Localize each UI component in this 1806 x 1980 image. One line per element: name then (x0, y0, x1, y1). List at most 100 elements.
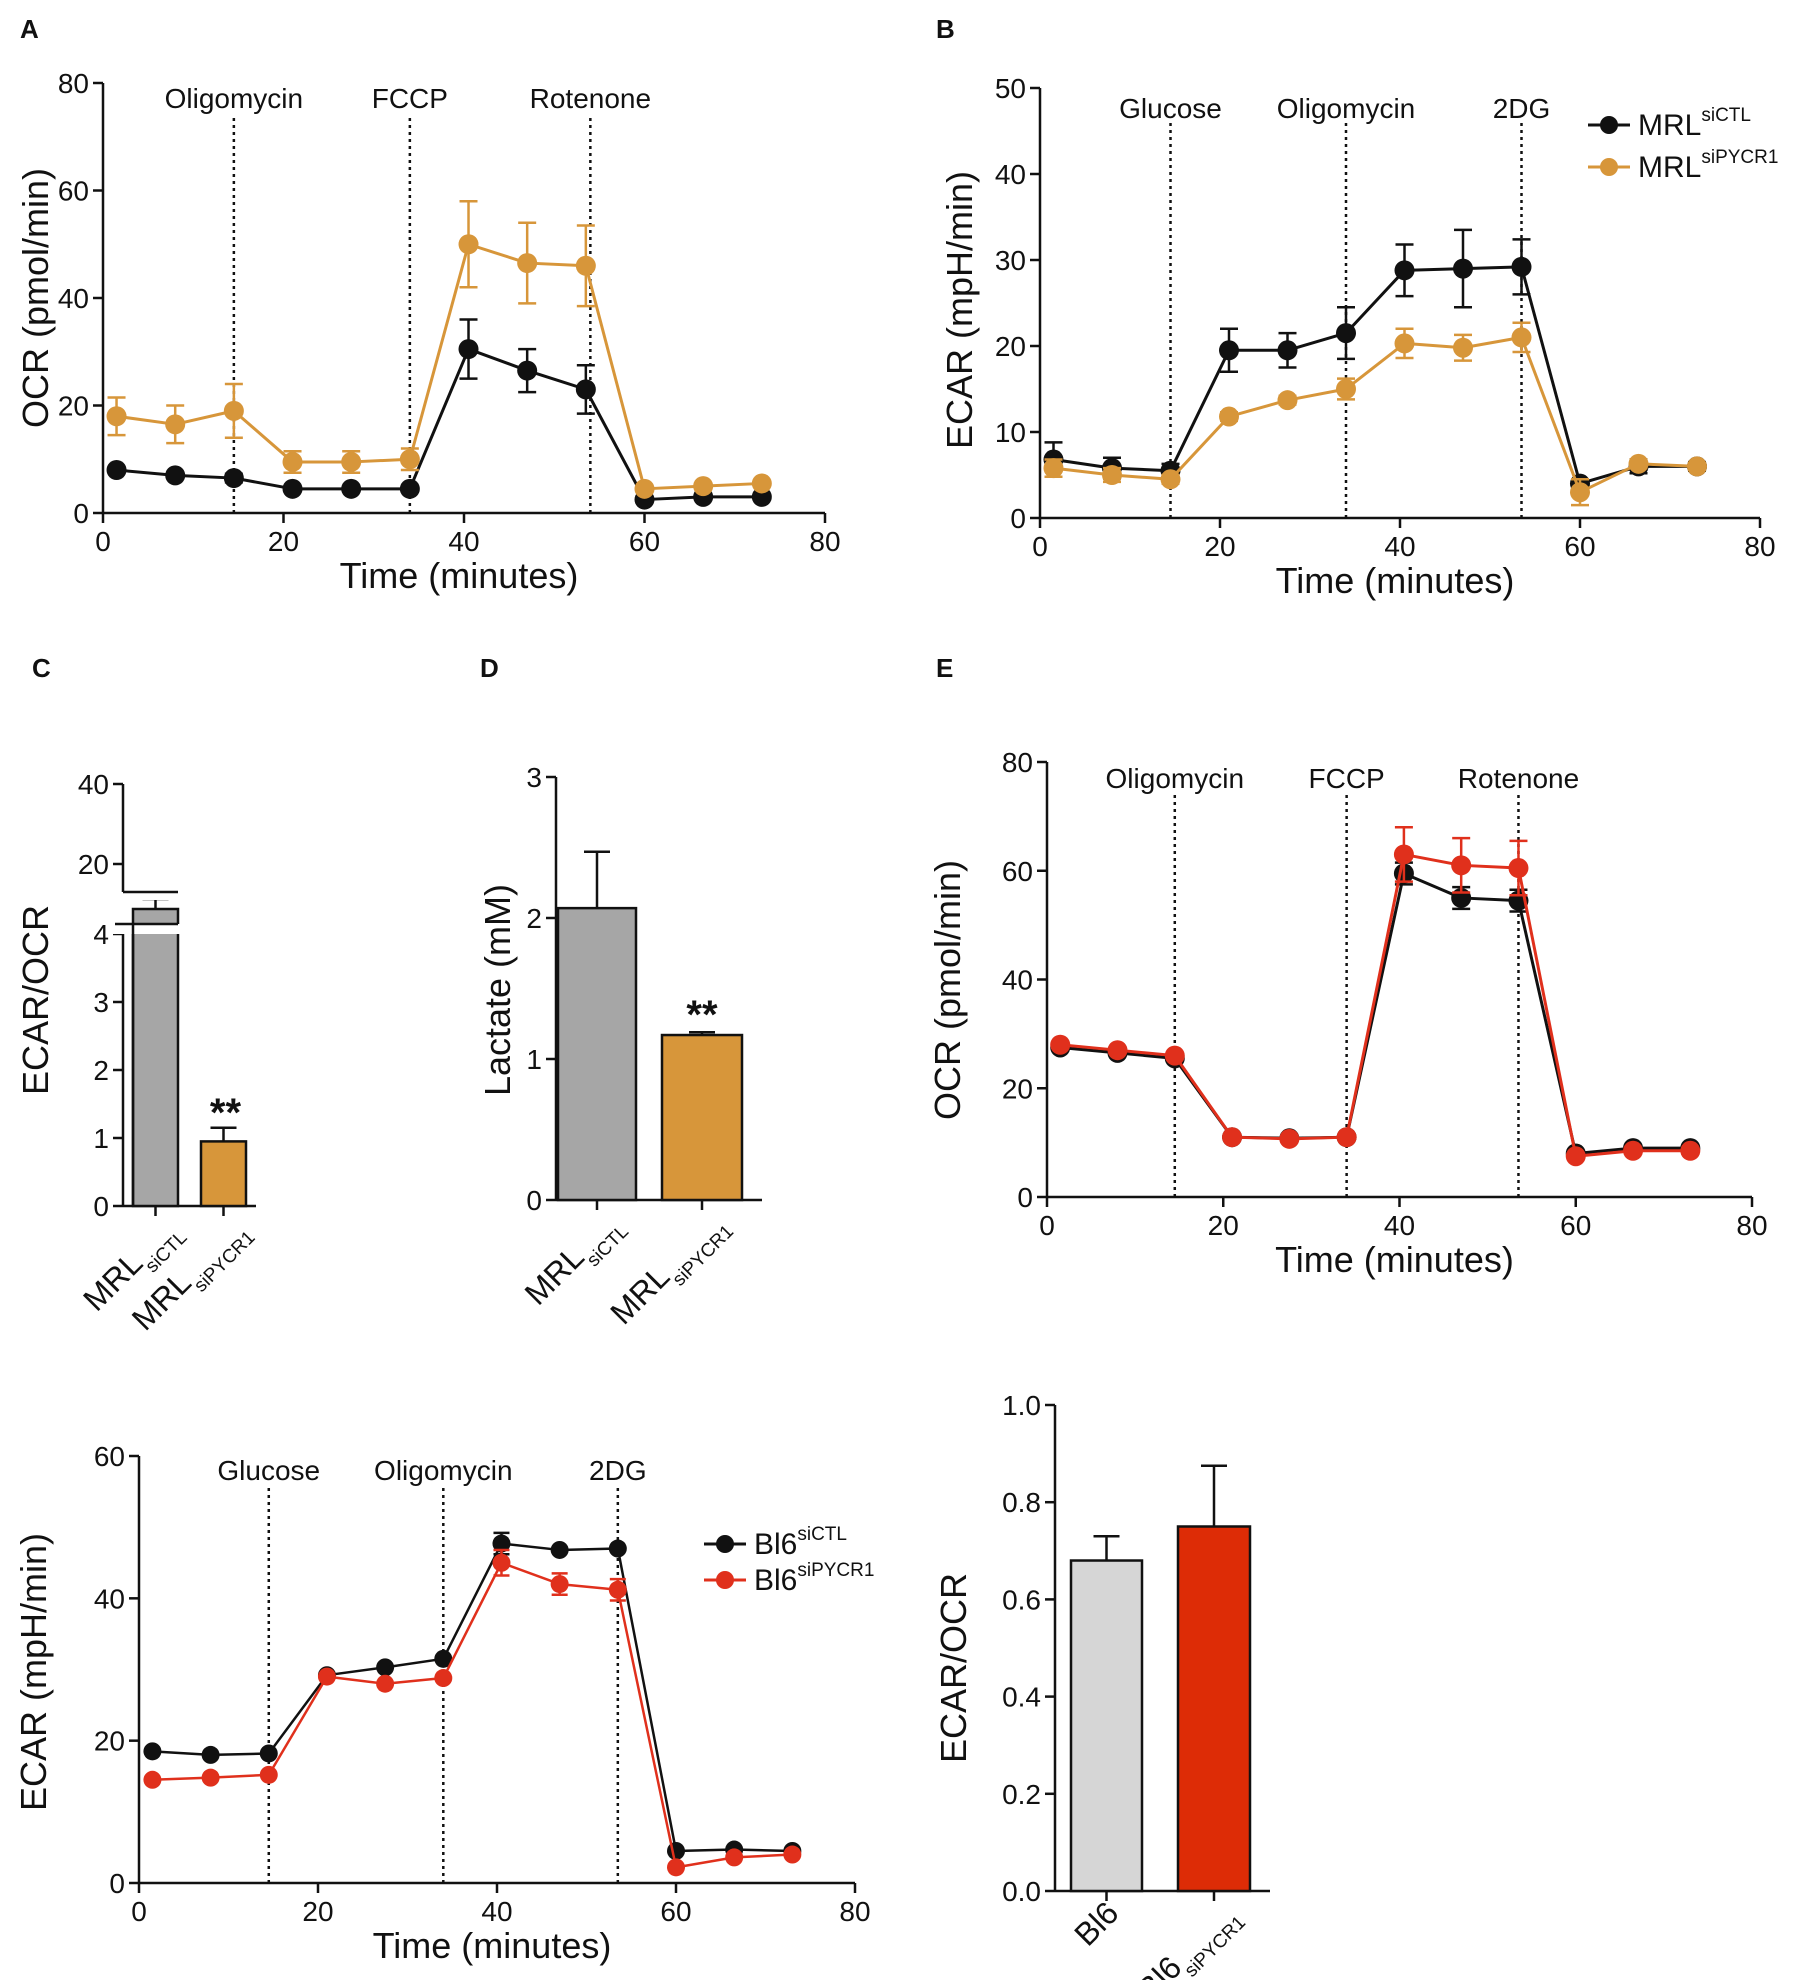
data-point (165, 414, 186, 435)
injection-label: Oligomycin (165, 83, 303, 114)
category-label: Bl6siPYCR1 (1130, 1894, 1250, 1980)
data-point (1680, 1140, 1701, 1161)
y-axis-title: Lactate (mM) (477, 884, 518, 1096)
series-line (1053, 265, 1697, 486)
injection-label: Oligomycin (1106, 763, 1244, 794)
data-point (259, 1744, 278, 1763)
data-point (223, 468, 244, 489)
data-point (1336, 1127, 1357, 1148)
y-tick-label: 40 (78, 769, 109, 800)
data-point (1336, 379, 1356, 399)
data-point (106, 406, 127, 427)
y-tick-label: 2 (93, 1055, 109, 1086)
bar (1069, 1559, 1144, 1893)
data-point (751, 473, 772, 494)
data-point (517, 360, 538, 381)
data-point (667, 1858, 685, 1877)
data-point (1511, 256, 1532, 277)
data-point (1219, 340, 1239, 361)
series-line (116, 347, 762, 502)
data-point (1043, 458, 1064, 479)
y-tick-label: 60 (94, 1441, 125, 1472)
data-point (492, 1553, 511, 1572)
y-tick-label: 20 (94, 1726, 125, 1757)
panel-A: A 0 20 40 60 80 0 20 40 60 80 Time (minutes) OCR (pm… (15, 14, 841, 596)
category-base: MRL (518, 1239, 591, 1312)
break-gap (111, 924, 191, 934)
data-point (165, 465, 186, 486)
category-sub: siCTL (583, 1221, 633, 1271)
y-tick-label: 30 (995, 245, 1026, 276)
y-tick-label: 3 (526, 762, 542, 793)
category-base: Bl6 (1067, 1894, 1125, 1952)
legend-sup: siPYCR1 (797, 1560, 874, 1581)
y-tick-label: 50 (995, 73, 1026, 104)
y-tick-label: 0.0 (1002, 1876, 1041, 1907)
panel-label: E (936, 653, 953, 683)
y-axis-title: ECAR (mpH/min) (939, 171, 980, 449)
data-point (1160, 469, 1181, 490)
y-tick-label: 0 (1010, 503, 1026, 534)
bar (660, 1033, 744, 1202)
category-label: MRLsiPYCR1 (125, 1209, 260, 1344)
category-label: Bl6 (1067, 1894, 1125, 1952)
data-point (517, 253, 538, 274)
data-point (282, 451, 303, 472)
series-mrl-sipycr1 (1043, 321, 1707, 507)
x-tick-label: 0 (131, 1896, 147, 1927)
injection-label: FCCP (1309, 763, 1385, 794)
category-sub: siPYCR1 (669, 1221, 738, 1290)
data-point (1628, 453, 1649, 474)
break-gap (111, 892, 191, 900)
category-sub: siPYCR1 (1181, 1912, 1250, 1980)
injection-label: FCCP (372, 83, 448, 114)
data-point (667, 1841, 685, 1860)
y-tick-label: 40 (995, 159, 1026, 190)
injection-label: Oligomycin (1277, 93, 1415, 124)
y-axis-title: ECAR (mpH/min) (13, 1533, 54, 1811)
bar (1176, 1525, 1252, 1893)
x-axis-title: Time (minutes) (1275, 1239, 1514, 1280)
legend-sup: siCTL (1701, 105, 1751, 126)
panel-B: B 0 20 40 60 80 0 10 20 30 40 50 Time (minutes) ECAR … (936, 14, 1778, 601)
y-tick-label: 40 (58, 283, 89, 314)
legend-label: Bl6siCTL (754, 1524, 847, 1561)
data-point (608, 1580, 627, 1599)
y-tick-label: 0.8 (1002, 1487, 1041, 1518)
series-mrl-sictl (1043, 228, 1707, 494)
series-bl6-sictl (1050, 861, 1701, 1164)
legend-swatch-marker (1600, 116, 1618, 134)
data-point (201, 1745, 220, 1764)
legend-base: Bl6 (754, 1528, 797, 1561)
legend-label: Bl6siPYCR1 (754, 1560, 874, 1597)
x-tick-label: 80 (1744, 531, 1775, 562)
bar (556, 906, 638, 1202)
data-point (341, 451, 362, 472)
y-tick-label: 1.0 (1002, 1390, 1041, 1421)
legend-swatch-marker (716, 1571, 734, 1589)
data-point (575, 255, 596, 276)
series-line (152, 1542, 793, 1853)
series-mrl-sipycr1 (106, 200, 772, 499)
panel-E: E 0 20 40 60 80 0 20 40 60 80 Time (minutes) OCR (pm… (927, 653, 1768, 1280)
y-tick-label: 1 (526, 1044, 542, 1075)
data-point (1050, 1034, 1071, 1055)
axes: 0.0 0.2 0.4 0.6 0.8 1.0 (1002, 1390, 1270, 1907)
y-tick-label: 20 (1002, 1073, 1033, 1104)
data-point (1102, 465, 1122, 485)
significance-label: ** (210, 1091, 242, 1135)
y-tick-label: 0 (526, 1185, 542, 1216)
y-tick-label: 60 (1002, 856, 1033, 887)
data-point (550, 1540, 569, 1559)
series-line (116, 242, 762, 491)
category-label: MRLsiPYCR1 (603, 1203, 738, 1338)
legend-swatch-marker (716, 1535, 734, 1553)
x-tick-label: 20 (1204, 531, 1235, 562)
y-tick-label: 80 (58, 68, 89, 99)
y-tick-label: 0.6 (1002, 1584, 1041, 1615)
y-tick-label: 0 (109, 1868, 125, 1899)
data-point (1219, 406, 1239, 427)
y-axis-title: OCR (pmol/min) (15, 168, 56, 428)
